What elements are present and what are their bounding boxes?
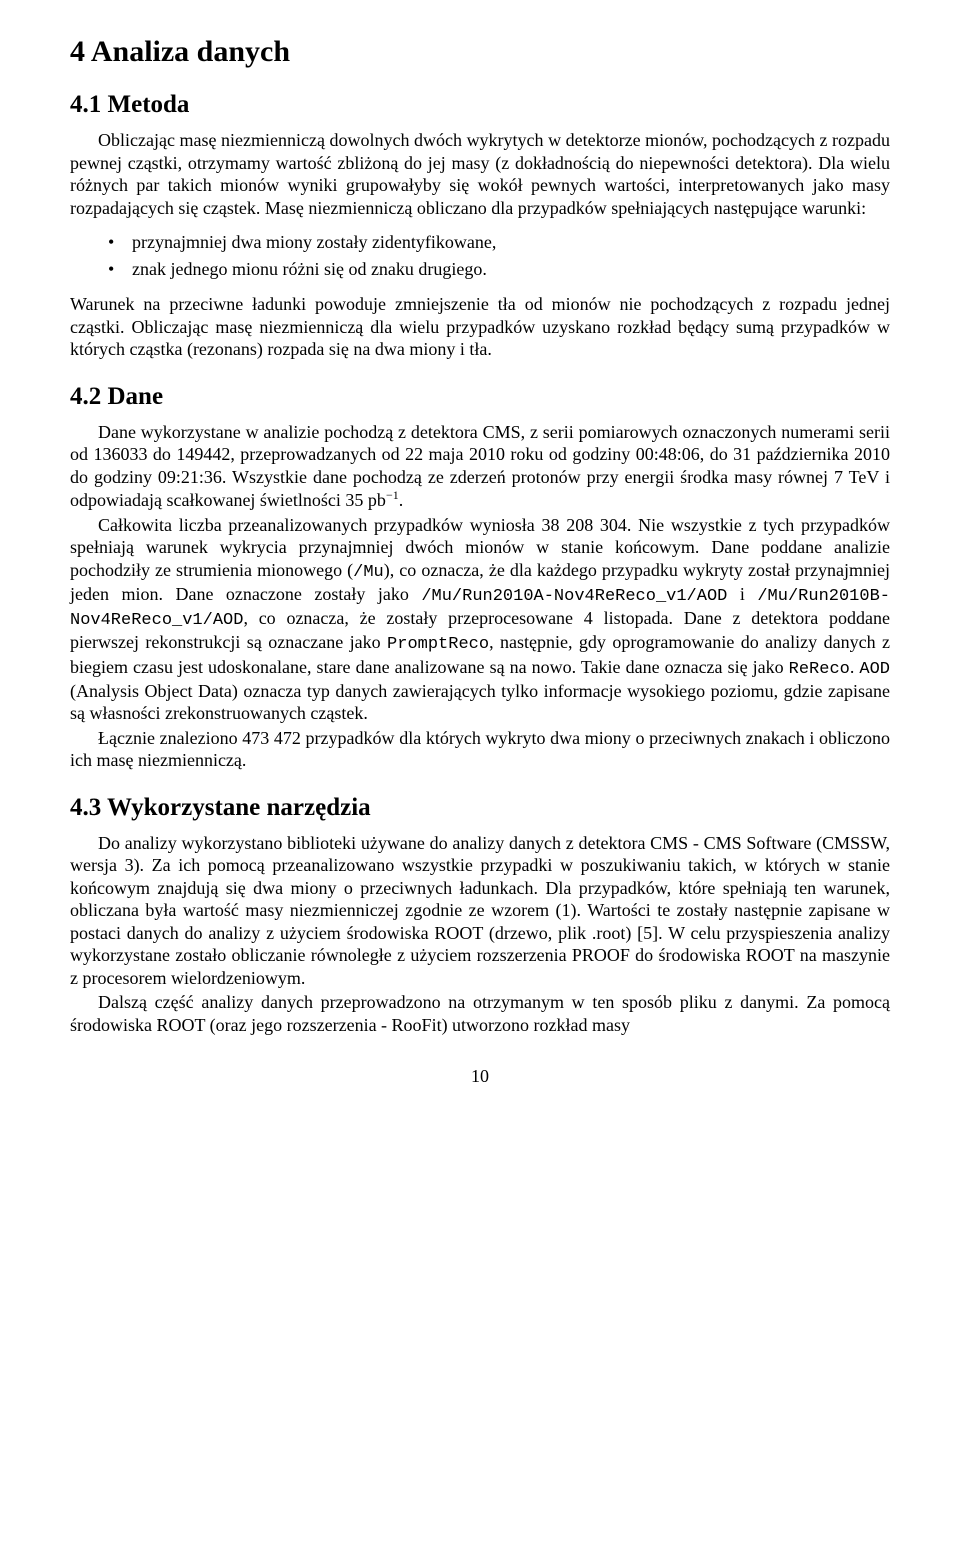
section-4-1-para-2: Warunek na przeciwne ładunki powoduje zm… [70,293,890,361]
code-span: PromptReco [387,635,489,654]
section-4-1-bullet-list: przynajmniej dwa miony zostały zidentyfi… [70,229,890,283]
section-4-3-para-2: Dalszą część analizy danych przeprowadzo… [70,991,890,1036]
text-span: Dane wykorzystane w analizie pochodzą z … [70,422,890,511]
code-span: ReReco [789,660,850,679]
section-4-heading: 4 Analiza danych [70,35,890,69]
section-4-2-para-2: Całkowita liczba przeanalizowanych przyp… [70,514,890,725]
text-span: (Analysis Object Data) oznacza typ danyc… [70,681,890,724]
code-span: AOD [859,660,890,679]
section-4-2-para-1: Dane wykorzystane w analizie pochodzą z … [70,421,890,512]
text-span: . [399,490,404,510]
section-4-3-para-1: Do analizy wykorzystano biblioteki używa… [70,832,890,990]
text-span: . [850,657,860,677]
list-item: przynajmniej dwa miony zostały zidentyfi… [120,229,890,256]
section-4-1-heading: 4.1 Metoda [70,91,890,119]
section-4-1-para-1: Obliczając masę niezmienniczą dowolnych … [70,129,890,219]
document-page: 4 Analiza danych 4.1 Metoda Obliczając m… [0,0,960,1127]
section-4-2-heading: 4.2 Dane [70,383,890,411]
page-number: 10 [70,1066,890,1087]
code-span: /Mu/Run2010A-Nov4ReReco_v1/AOD [421,587,727,606]
text-span: i [727,584,757,604]
section-4-2-para-3: Łącznie znaleziono 473 472 przypadków dl… [70,727,890,772]
section-4-3-heading: 4.3 Wykorzystane narzędzia [70,794,890,822]
list-item: znak jednego mionu różni się od znaku dr… [120,256,890,283]
code-span: /Mu [353,563,384,582]
superscript: −1 [386,488,399,502]
